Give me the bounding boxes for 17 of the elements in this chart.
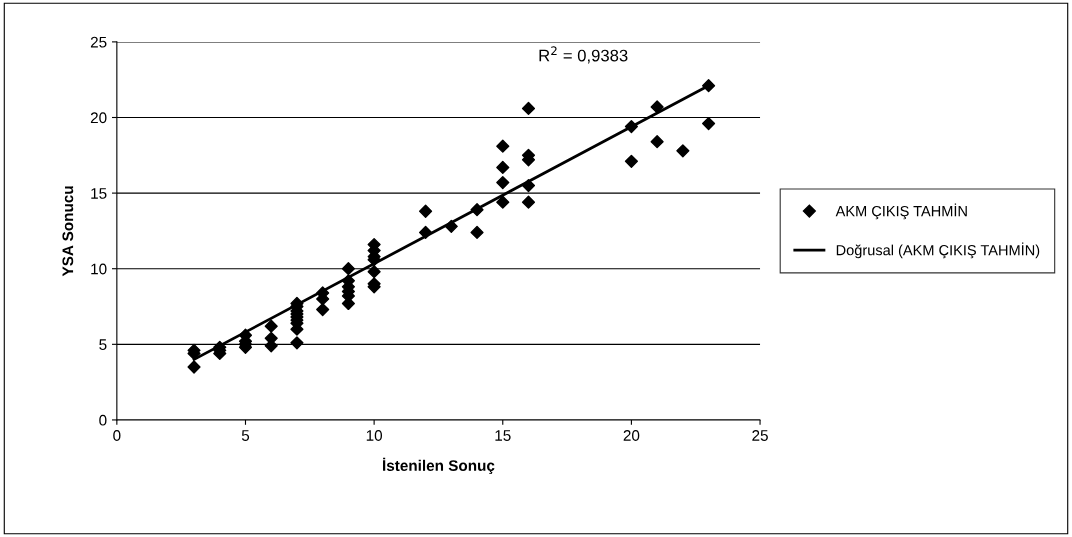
y-tick-label: 0 [99, 414, 107, 426]
x-tick-label: 20 [623, 430, 640, 441]
y-axis-title: YSA Sonucu [62, 186, 74, 277]
x-tick-label: 25 [752, 430, 768, 441]
y-tick-label: 10 [91, 263, 107, 275]
annotation: R$^{2}$ = 0,9383 [539, 46, 628, 64]
y-tick-label: 5 [99, 339, 107, 351]
y-tick-label: 20 [90, 112, 107, 124]
x-axis-title: İstenilen Sonuç [383, 457, 495, 475]
legend-label: Doğrusal (AKM ÇIKIŞ TAHMİN) [836, 242, 1040, 259]
x-tick-label: 0 [113, 430, 121, 441]
x-tick-label: 15 [495, 430, 511, 441]
y-tick-label: 15 [91, 188, 107, 199]
x-tick-label: 5 [241, 430, 250, 441]
x-tick-label: 10 [366, 430, 383, 441]
legend-label: AKM ÇIKIŞ TAHMİN [835, 203, 967, 220]
y-tick-label: 25 [90, 36, 107, 48]
